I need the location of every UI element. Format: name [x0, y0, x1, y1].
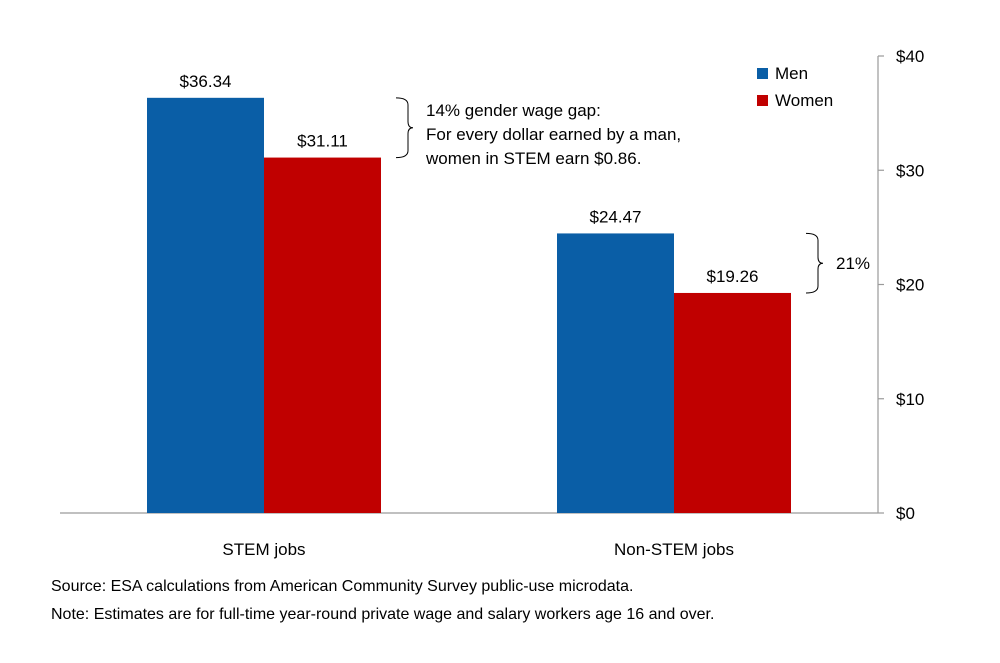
y-tick-label: $30: [896, 161, 924, 180]
y-tick-label: $20: [896, 276, 924, 295]
annotation-text: 14% gender wage gap:: [426, 101, 601, 120]
legend-label: Women: [775, 91, 833, 110]
x-tick-label: Non-STEM jobs: [614, 540, 734, 559]
legend-swatch-women: [757, 95, 768, 106]
gap-brace: [805, 232, 824, 294]
annotation-text: women in STEM earn $0.86.: [425, 149, 641, 168]
legend-label: Men: [775, 64, 808, 83]
bar-women-stem: [264, 157, 381, 514]
wage-bar-chart: $0 $10 $20 $30 $40 $36.34 $31.11 STEM jobs $24.4…: [60, 47, 924, 559]
gap-brace: [395, 97, 414, 159]
data-label: $24.47: [590, 207, 642, 226]
y-tick-label: $10: [896, 390, 924, 409]
bar-men-stem: [147, 97, 264, 514]
source-footnote: Source: ESA calculations from American C…: [51, 578, 634, 595]
annotation-text: 21%: [836, 254, 870, 273]
annotation-text: For every dollar earned by a man,: [426, 125, 681, 144]
note-footnote: Note: Estimates are for full-time year-r…: [51, 606, 715, 623]
x-tick-label: STEM jobs: [222, 540, 305, 559]
legend-swatch-men: [757, 68, 768, 79]
data-label: $36.34: [180, 72, 232, 91]
y-tick-label: $0: [896, 504, 915, 523]
bar-men-non-stem: [557, 233, 674, 514]
data-label: $31.11: [297, 132, 348, 151]
y-tick-label: $40: [896, 47, 924, 66]
data-label: $19.26: [707, 267, 759, 286]
bar-women-non-stem: [674, 292, 791, 513]
